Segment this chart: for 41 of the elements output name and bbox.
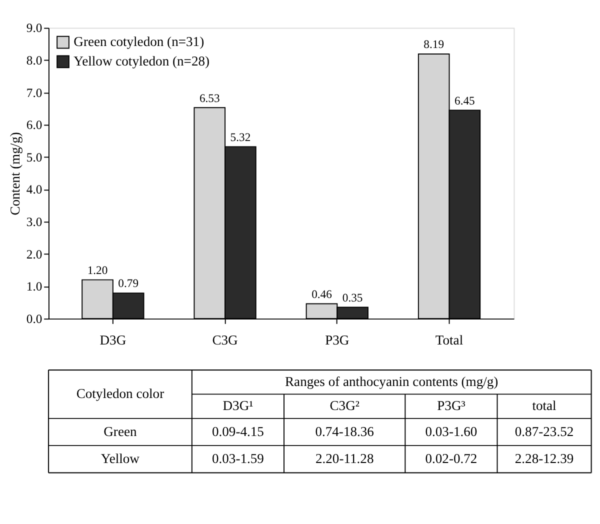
y-tick-label: 7.0	[26, 86, 42, 100]
text: C3G²	[330, 398, 360, 414]
text: total	[532, 398, 557, 414]
data-label: 0.79	[118, 277, 139, 290]
y-tick-label: 8.0	[26, 53, 42, 68]
text: 0.03-1.59	[212, 451, 264, 466]
y-tick-label: 0.0	[26, 312, 42, 326]
text: 0.03-1.60	[425, 424, 478, 439]
data-label: 6.45	[454, 94, 476, 108]
y-tick-label: 6.0	[26, 118, 42, 132]
y-tick-label: 1.0	[26, 280, 42, 294]
legend-label: Green cotyledon (n=31)	[74, 34, 204, 50]
data-label: 1.20	[87, 264, 108, 277]
data-label: 0.46	[312, 288, 332, 301]
x-tick-label: D3G	[100, 332, 126, 348]
text: Cotyledon color	[76, 386, 165, 402]
x-tick-label: Total	[435, 332, 464, 348]
y-tick-label: 2.0	[26, 247, 42, 262]
text: Green	[104, 424, 137, 439]
data-label: 5.32	[230, 130, 251, 144]
text: D3G¹	[222, 398, 254, 414]
data-label: 8.19	[424, 38, 444, 52]
data-label: 6.53	[199, 92, 220, 105]
text: 0.02-0.72	[425, 451, 478, 466]
text: P3G³	[437, 398, 466, 414]
legend-label: Yellow cotyledon (n=28)	[74, 54, 210, 69]
y-tick-label: 4.0	[26, 182, 42, 197]
text: Yellow	[100, 451, 140, 466]
x-tick-label: P3G	[325, 332, 350, 348]
text: 2.28-12.39	[514, 451, 574, 466]
text: Ranges of anthocyanin contents (mg/g)	[285, 374, 498, 389]
text: 0.09-4.15	[212, 424, 264, 439]
text: 2.20-11.28	[315, 451, 374, 466]
data-label: 0.35	[342, 291, 363, 304]
y-tick-label: 5.0	[26, 150, 42, 164]
y-tick-label: 9.0	[26, 21, 42, 36]
x-tick-label: C3G	[212, 332, 238, 348]
y-axis-title: Content (mg/g)	[8, 132, 23, 216]
text: 0.74-18.36	[315, 424, 374, 439]
y-tick-label: 3.0	[26, 215, 42, 230]
text: 0.87-23.52	[514, 424, 574, 439]
